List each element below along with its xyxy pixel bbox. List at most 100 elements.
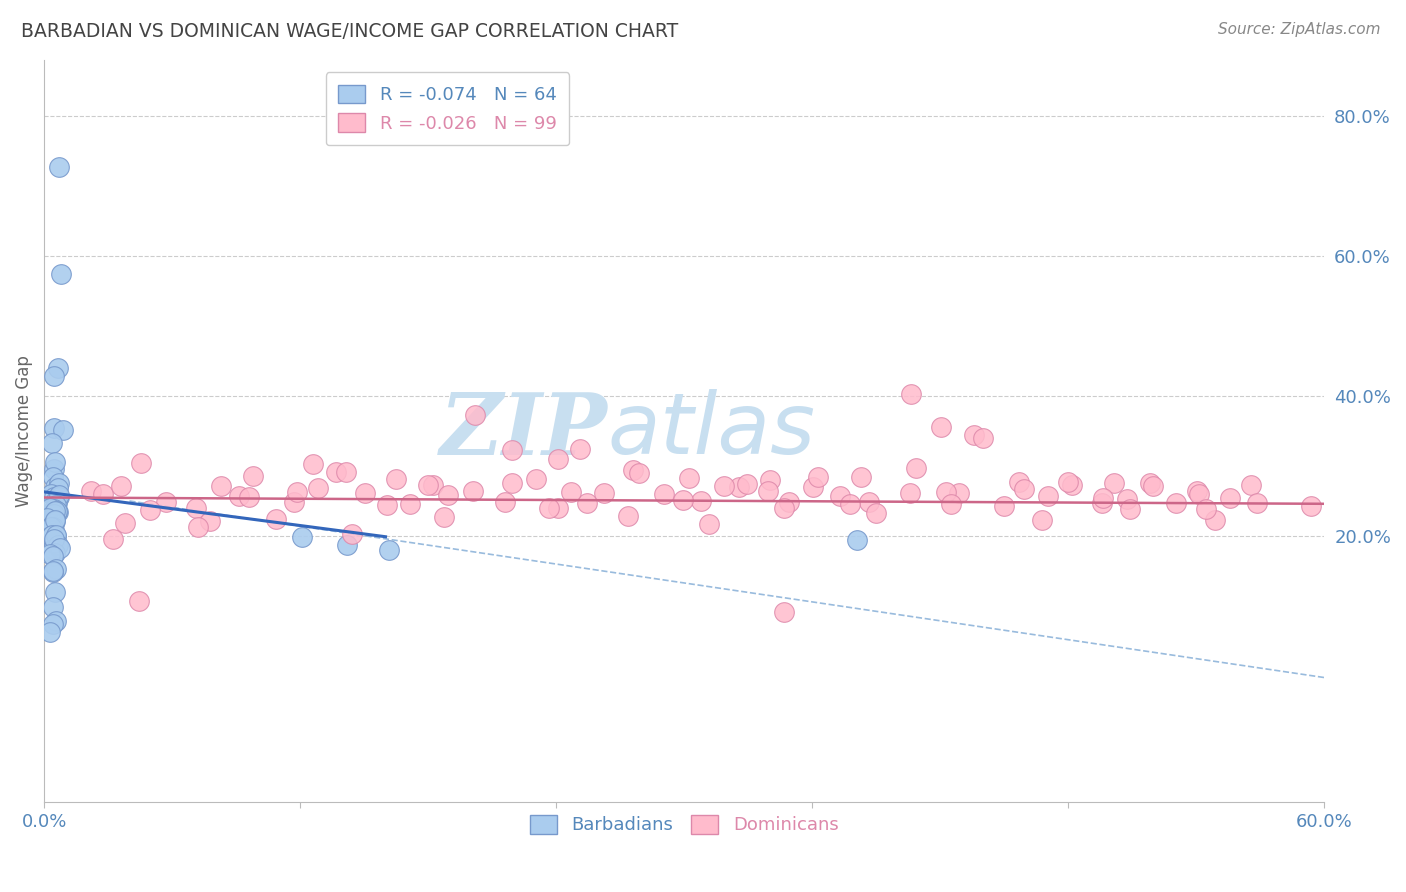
Point: [44, 527, 66, 541]
Point: [45, 562, 67, 576]
Point: [1036, 489, 1059, 503]
Point: [44, 503, 66, 517]
Point: [38, 625, 60, 640]
Point: [291, 530, 314, 544]
Point: [42, 566, 65, 580]
Point: [398, 497, 420, 511]
Point: [45, 504, 67, 518]
Point: [39, 487, 62, 501]
Point: [42, 462, 65, 476]
Point: [110, 478, 132, 492]
Point: [1056, 475, 1078, 490]
Point: [547, 500, 569, 515]
Point: [1195, 502, 1218, 516]
Point: [436, 488, 458, 502]
Point: [44, 455, 66, 469]
Point: [209, 479, 232, 493]
Point: [41, 541, 63, 556]
Point: [42, 508, 65, 522]
Point: [114, 516, 136, 531]
Point: [772, 605, 794, 619]
Point: [433, 510, 456, 524]
Point: [678, 471, 700, 485]
Point: [48, 160, 70, 174]
Point: [803, 480, 825, 494]
Point: [1185, 484, 1208, 499]
Point: [1142, 479, 1164, 493]
Point: [935, 484, 957, 499]
Point: [617, 508, 640, 523]
Point: [1246, 495, 1268, 509]
Point: [41, 528, 63, 542]
Point: [46, 496, 69, 510]
Point: [187, 519, 209, 533]
Point: [44, 524, 66, 538]
Point: [39, 519, 62, 533]
Point: [131, 456, 153, 470]
Point: [1139, 475, 1161, 490]
Text: ZIP: ZIP: [440, 389, 607, 473]
Point: [44, 513, 66, 527]
Point: [905, 461, 928, 475]
Point: [39, 529, 62, 543]
Point: [858, 495, 880, 509]
Text: Source: ZipAtlas.com: Source: ZipAtlas.com: [1218, 22, 1381, 37]
Point: [42, 421, 65, 435]
Point: [524, 472, 547, 486]
Point: [44, 516, 66, 531]
Point: [340, 526, 363, 541]
Point: [38, 512, 60, 526]
Point: [385, 472, 408, 486]
Point: [41, 436, 63, 450]
Point: [846, 533, 869, 548]
Point: [416, 477, 439, 491]
Point: [963, 428, 986, 442]
Point: [828, 489, 851, 503]
Point: [654, 487, 676, 501]
Point: [628, 467, 651, 481]
Point: [672, 492, 695, 507]
Point: [325, 465, 347, 479]
Point: [838, 497, 860, 511]
Point: [756, 484, 779, 499]
Point: [242, 469, 264, 483]
Point: [1012, 483, 1035, 497]
Point: [849, 469, 872, 483]
Point: [773, 501, 796, 516]
Point: [198, 514, 221, 528]
Point: [39, 500, 62, 515]
Point: [900, 386, 922, 401]
Y-axis label: Wage/Income Gap: Wage/Income Gap: [15, 355, 32, 507]
Point: [39, 529, 62, 543]
Point: [238, 490, 260, 504]
Point: [575, 496, 598, 510]
Point: [45, 492, 67, 507]
Point: [690, 493, 713, 508]
Point: [501, 443, 523, 458]
Point: [727, 480, 749, 494]
Point: [283, 494, 305, 508]
Point: [1240, 478, 1263, 492]
Point: [621, 463, 644, 477]
Point: [38, 547, 60, 561]
Point: [377, 542, 399, 557]
Point: [302, 457, 325, 471]
Point: [91, 486, 114, 500]
Point: [461, 483, 484, 498]
Point: [41, 564, 63, 578]
Point: [1301, 499, 1323, 513]
Point: [807, 470, 830, 484]
Point: [778, 494, 800, 508]
Point: [44, 504, 66, 518]
Point: [44, 502, 66, 516]
Point: [46, 505, 69, 519]
Point: [41, 520, 63, 534]
Point: [48, 490, 70, 504]
Point: [228, 489, 250, 503]
Point: [42, 535, 65, 549]
Point: [42, 470, 65, 484]
Point: [1060, 477, 1083, 491]
Point: [560, 484, 582, 499]
Point: [948, 485, 970, 500]
Point: [464, 408, 486, 422]
